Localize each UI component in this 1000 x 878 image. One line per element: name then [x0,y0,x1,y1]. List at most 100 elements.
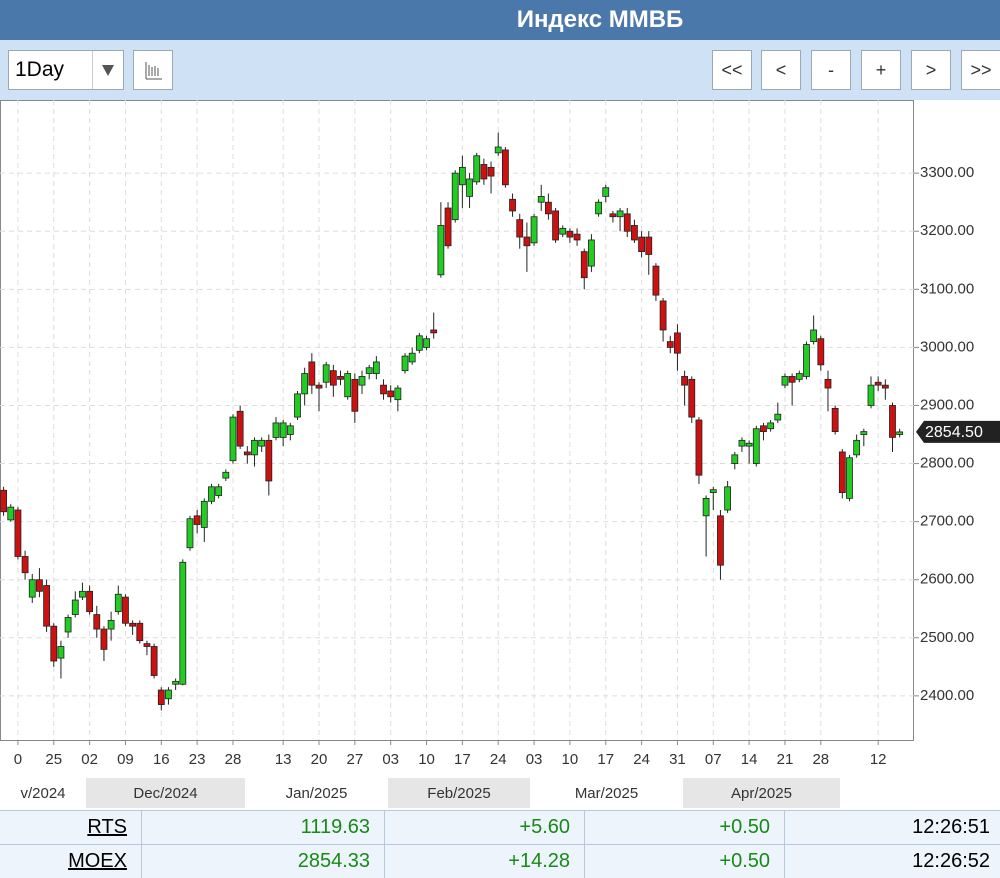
candle-body [100,628,108,650]
x-tick-label: 17 [454,751,471,768]
candle-body [860,431,868,435]
quote-cell: +5.60 [385,811,585,844]
dropdown-arrow [92,51,114,89]
candle-body [573,233,581,241]
candle-body [738,439,746,447]
candle-body [394,387,402,401]
candle-body [523,236,531,247]
candle-body [896,431,904,435]
toolbar: 1Day << < - + > >> [0,40,1000,100]
x-tick-label: 02 [81,751,98,768]
candle-body [57,646,65,659]
y-tick-label: 2900.00 [920,396,974,413]
candle-body [322,364,330,383]
y-tick-label: 3300.00 [920,164,974,181]
x-tick-label: 03 [526,751,543,768]
candle-body [831,407,839,433]
candle-body [157,689,165,705]
nav-button[interactable]: < [761,50,801,90]
candle-body [236,410,244,447]
candle-body [494,146,502,154]
candle-body [258,439,266,447]
interval-select[interactable]: 1Day [8,50,124,90]
quote-row: MOEX 2854.33 +14.28 +0.50 12:26:52 [0,844,1000,878]
quote-row: RTS 1119.63 +5.60 +0.50 12:26:51 [0,810,1000,844]
candle-body [473,155,481,183]
y-tick-label: 3100.00 [920,280,974,297]
x-tick-label: 13 [275,751,292,768]
nav-button[interactable]: - [811,50,851,90]
candle-body [709,489,717,493]
candle-body [351,378,359,412]
candle-body [380,384,387,395]
x-tick-label: 10 [562,751,579,768]
candle-body [423,338,430,348]
x-tick-label: 24 [490,751,507,768]
candle-body [602,187,610,197]
candle-body [652,265,660,296]
candle-body [824,378,832,389]
candle-body [79,590,86,598]
candle-body [645,236,653,255]
y-tick-label: 2400.00 [920,687,974,704]
candle-body [272,422,280,438]
candle-body [200,500,208,528]
x-tick-label: 0 [14,751,22,768]
nav-button[interactable]: >> [961,50,1000,90]
candle-body [71,599,79,615]
x-tick-label: 21 [777,751,794,768]
quote-cell: 1119.63 [142,811,385,844]
candle-body [222,471,230,479]
candle-body [731,454,739,464]
candle-body [810,329,818,342]
candle-body [437,225,445,276]
candle-body [251,439,258,456]
candle-body [688,378,696,418]
quote-cell: 12:26:51 [912,816,990,838]
nav-button[interactable]: << [712,50,752,90]
quote-cell: 12:26:52 [912,850,990,872]
candle-body [64,617,72,633]
quote-cell: 2854.33 [142,845,385,878]
candle-body [609,213,617,218]
x-tick-label: 16 [153,751,170,768]
candle-body [172,680,180,685]
candle-body [874,381,882,386]
candle-body [215,486,223,496]
candle-body [136,622,144,642]
nav-button[interactable]: > [911,50,951,90]
x-tick-label: 03 [382,751,399,768]
candle-body [21,556,29,574]
x-tick-label: 10 [418,751,435,768]
candle-body [365,367,373,374]
candle-body [623,213,631,232]
month-label: v/2024 [20,785,65,802]
candle-body [788,376,796,383]
y-tick-label: 2600.00 [920,571,974,588]
candle-body [150,646,158,676]
candle-body [487,166,495,177]
candle-body [50,625,58,662]
month-label: Dec/2024 [133,785,197,802]
candle-body [846,457,853,499]
x-tick-label: 17 [597,751,614,768]
candle-body [702,498,710,517]
candle-body [387,390,395,398]
candle-body [444,207,452,247]
table-view-button[interactable] [133,50,173,90]
candle-body [451,172,459,221]
nav-button[interactable]: + [861,50,901,90]
x-tick-label: 20 [311,751,328,768]
month-label: Jan/2025 [286,785,348,802]
quote-symbol[interactable]: MOEX [0,845,142,878]
month-band [683,778,840,808]
table-icon [145,62,162,80]
candle-body [638,236,645,252]
candle-body [430,329,438,334]
x-tick-label: 24 [633,751,650,768]
y-tick-label: 2700.00 [920,513,974,530]
candle-body [28,579,36,598]
candle-body [458,166,466,186]
quote-symbol[interactable]: RTS [0,811,142,844]
month-band [86,778,245,808]
